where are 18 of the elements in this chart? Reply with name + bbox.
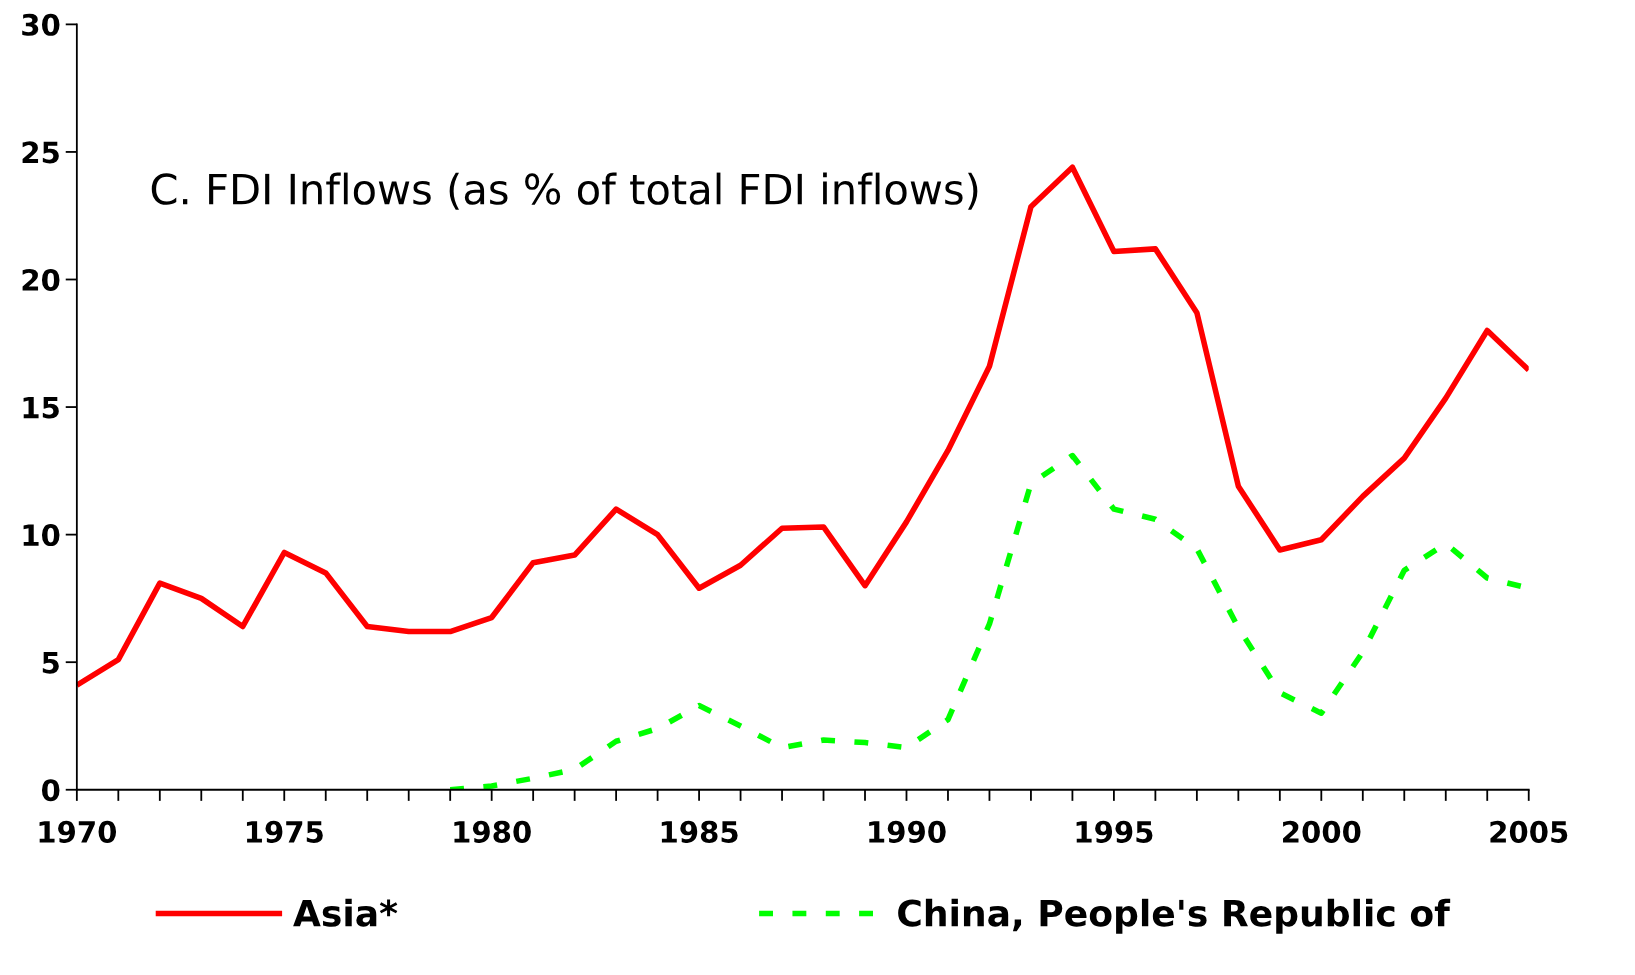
x-tick-label: 1975 <box>246 820 323 843</box>
x-tick-label: 2000 <box>1283 820 1361 843</box>
text: C. FDI Inflows (as % of total FDI inflows) <box>151 172 978 210</box>
y-tick-label: 0 <box>41 779 60 802</box>
y-tick-label: 30 <box>22 13 60 36</box>
y-tick-label: 15 <box>23 396 59 419</box>
y-tick-label: 25 <box>22 141 59 164</box>
y-tick-label: 10 <box>23 524 60 547</box>
x-tick-label: 1995 <box>1076 820 1153 843</box>
y-tick-label: 5 <box>42 652 59 674</box>
x-tick-label: 1980 <box>454 820 531 843</box>
x-tick-label: 1990 <box>869 820 946 843</box>
x-tick-label: 1970 <box>39 820 117 843</box>
legend-label: Asia* <box>293 898 398 927</box>
x-tick-label: 2005 <box>1490 820 1568 843</box>
x-tick-label: 1985 <box>661 820 738 843</box>
legend-label: China, People's Republic of <box>898 898 1451 934</box>
y-tick-label: 20 <box>22 268 60 291</box>
